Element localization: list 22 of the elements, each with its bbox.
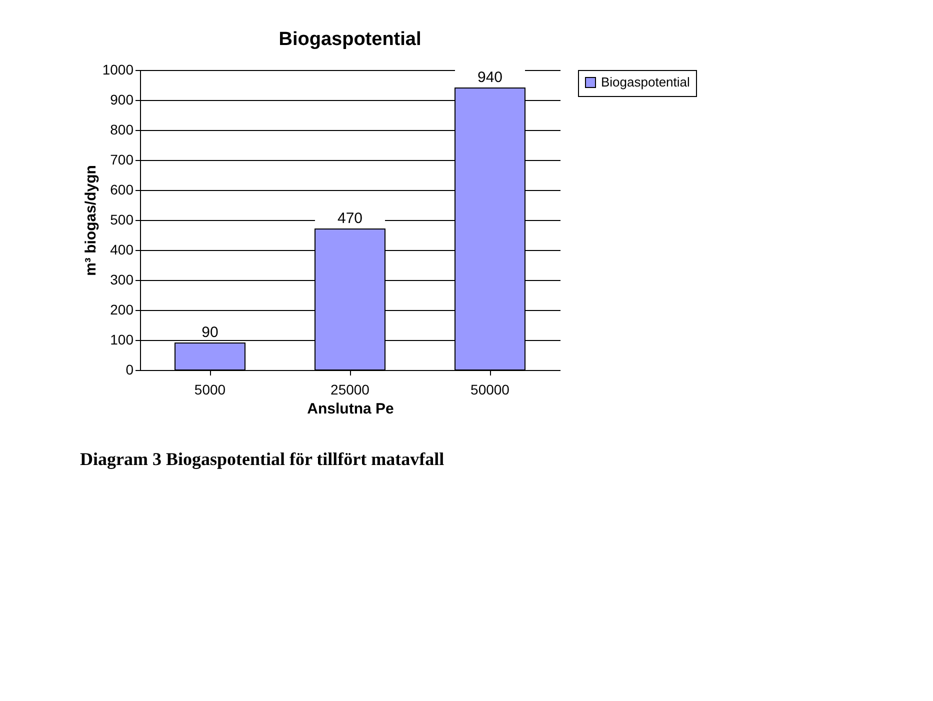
y-tick-label: 300 xyxy=(110,272,134,288)
x-tick-label: 5000 xyxy=(194,382,226,398)
data-label: 470 xyxy=(337,210,363,227)
x-tick-label: 50000 xyxy=(470,382,510,398)
y-axis-title: m³ biogas/dygn xyxy=(82,165,100,276)
x-tick-label: 25000 xyxy=(330,382,370,398)
y-tick-label: 900 xyxy=(110,92,134,108)
y-tick-label: 200 xyxy=(110,302,134,318)
y-tick-label: 0 xyxy=(126,362,134,378)
y-tick-label: 400 xyxy=(110,242,134,258)
chart-title: Biogaspotential xyxy=(278,29,422,50)
data-label: 90 xyxy=(202,324,218,341)
x-axis-title: Anslutna Pe xyxy=(307,400,394,418)
y-tick-label: 800 xyxy=(110,122,134,138)
y-tick-label: 1000 xyxy=(102,62,134,78)
legend-label: Biogaspotential xyxy=(601,74,690,90)
y-tick-label: 500 xyxy=(110,212,134,228)
y-tick-label: 100 xyxy=(110,332,134,348)
y-tick-label: 700 xyxy=(110,152,134,168)
data-label: 940 xyxy=(477,69,503,86)
text: Diagram 3 Biogaspotential för tillfört matavfall xyxy=(80,449,444,469)
y-tick-label: 600 xyxy=(110,182,134,198)
